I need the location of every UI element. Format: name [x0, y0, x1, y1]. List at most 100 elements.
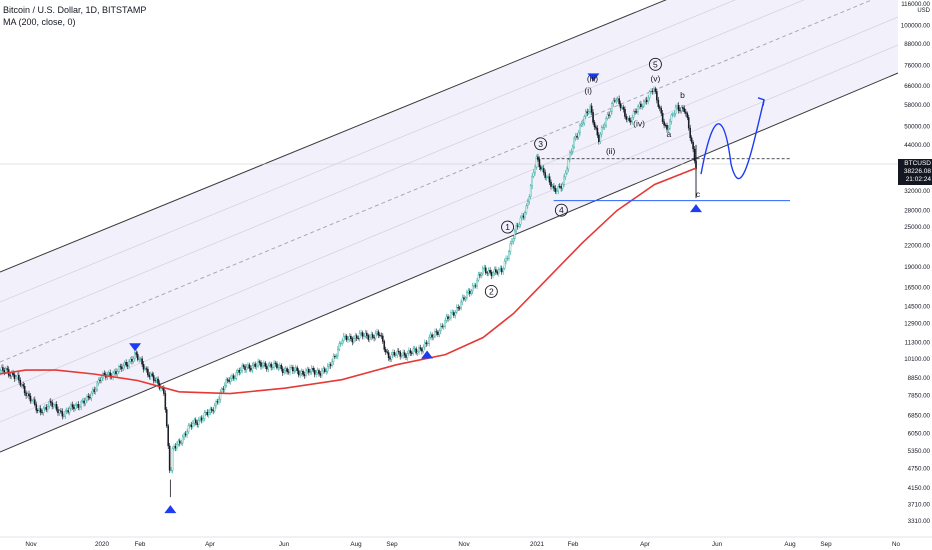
candle-body [292, 366, 294, 372]
candle-body [296, 367, 299, 371]
candle-body [286, 368, 288, 372]
candle-body [264, 362, 267, 367]
candle-body [58, 410, 61, 414]
candle-body [310, 367, 313, 372]
candle-body [338, 343, 341, 350]
candle-body [361, 332, 364, 337]
candle-body [350, 336, 352, 340]
candle-body [205, 412, 207, 414]
candle-body [680, 107, 683, 112]
candle-body [676, 105, 678, 108]
candle-body [91, 389, 94, 394]
candle-body [367, 335, 370, 340]
candle-body [608, 114, 610, 116]
candle-body [83, 400, 85, 404]
price-axis-tick: 28000.00 [904, 208, 930, 215]
candle-body [257, 361, 259, 367]
candle-body [71, 404, 74, 408]
candle-body [595, 126, 597, 129]
candle-body [99, 379, 101, 381]
candle-body [70, 404, 72, 409]
wave-label-circle [484, 284, 498, 298]
time-axis-label: No [892, 541, 901, 548]
candle-body [331, 361, 333, 366]
candle-body [522, 215, 525, 218]
candle-body [141, 358, 143, 365]
candle-body [573, 137, 575, 148]
candle-body [353, 338, 355, 343]
candle-body [319, 373, 322, 376]
candle-body [77, 404, 80, 408]
candle-body [611, 103, 613, 112]
candle-body [210, 408, 213, 411]
channel-grid-line [0, 0, 805, 333]
candle-body [455, 307, 458, 313]
candle-body [238, 370, 241, 373]
candle-body [113, 371, 116, 373]
candle-body [64, 411, 67, 417]
candle-body [471, 285, 474, 292]
candle-body [207, 412, 210, 416]
candle-body [322, 368, 325, 372]
ma-indicator-label[interactable]: MA (200, close, 0) [3, 17, 76, 27]
candle-body [39, 408, 42, 413]
candle-body [570, 151, 573, 154]
candle-body [426, 343, 429, 345]
candle-body [418, 347, 420, 353]
candle-body [371, 334, 374, 338]
candle-body [399, 351, 402, 357]
candle-body [287, 371, 290, 373]
time-axis-label: Apr [640, 541, 650, 548]
time-axis-label: Feb [568, 541, 579, 548]
candle-body [663, 121, 665, 126]
wave-label-circle [648, 57, 662, 71]
candle-body [464, 297, 467, 300]
candle-body [393, 352, 396, 356]
candle-body [687, 117, 690, 129]
candle-body [635, 111, 638, 113]
candle-body [625, 116, 628, 120]
candle-body [313, 369, 316, 375]
candle-body [490, 272, 493, 277]
candle-body [328, 364, 330, 367]
candle-body [563, 176, 565, 185]
candle-body [119, 366, 122, 368]
candle-body [505, 258, 507, 262]
candle-body [74, 405, 77, 410]
candle-body [437, 331, 439, 335]
candle-body [178, 440, 181, 444]
time-axis-label: 2021 [530, 541, 545, 548]
candle-body [529, 185, 532, 198]
candle-body [81, 400, 84, 402]
candle-body [602, 126, 604, 128]
candle-body [540, 166, 542, 170]
candle-body [273, 362, 275, 368]
candle-body [389, 357, 391, 360]
candle-body [525, 205, 528, 213]
price-axis-tick: 3710.00 [908, 501, 931, 508]
candle-body [405, 354, 407, 358]
candle-body [593, 122, 596, 128]
candle-body [492, 272, 494, 277]
candle-body [261, 365, 264, 367]
candle-body [384, 349, 387, 353]
candle-body [587, 111, 590, 114]
candle-body [163, 387, 165, 394]
candle-body [408, 350, 410, 354]
candle-body [149, 373, 152, 378]
candle-body [643, 101, 645, 107]
candle-body [134, 352, 136, 360]
candle-body [556, 190, 558, 192]
candle-body [432, 335, 435, 338]
candle-body [605, 117, 607, 126]
candle-body [283, 370, 286, 374]
candle-body [279, 365, 281, 368]
candle-body [225, 379, 228, 386]
price-axis-tick: 12900.00 [904, 320, 930, 327]
candle-body [61, 411, 64, 417]
candle-body [80, 401, 82, 408]
price-axis-tick: 14500.00 [904, 303, 930, 310]
candle-body [132, 358, 135, 362]
candle-body [144, 368, 146, 370]
